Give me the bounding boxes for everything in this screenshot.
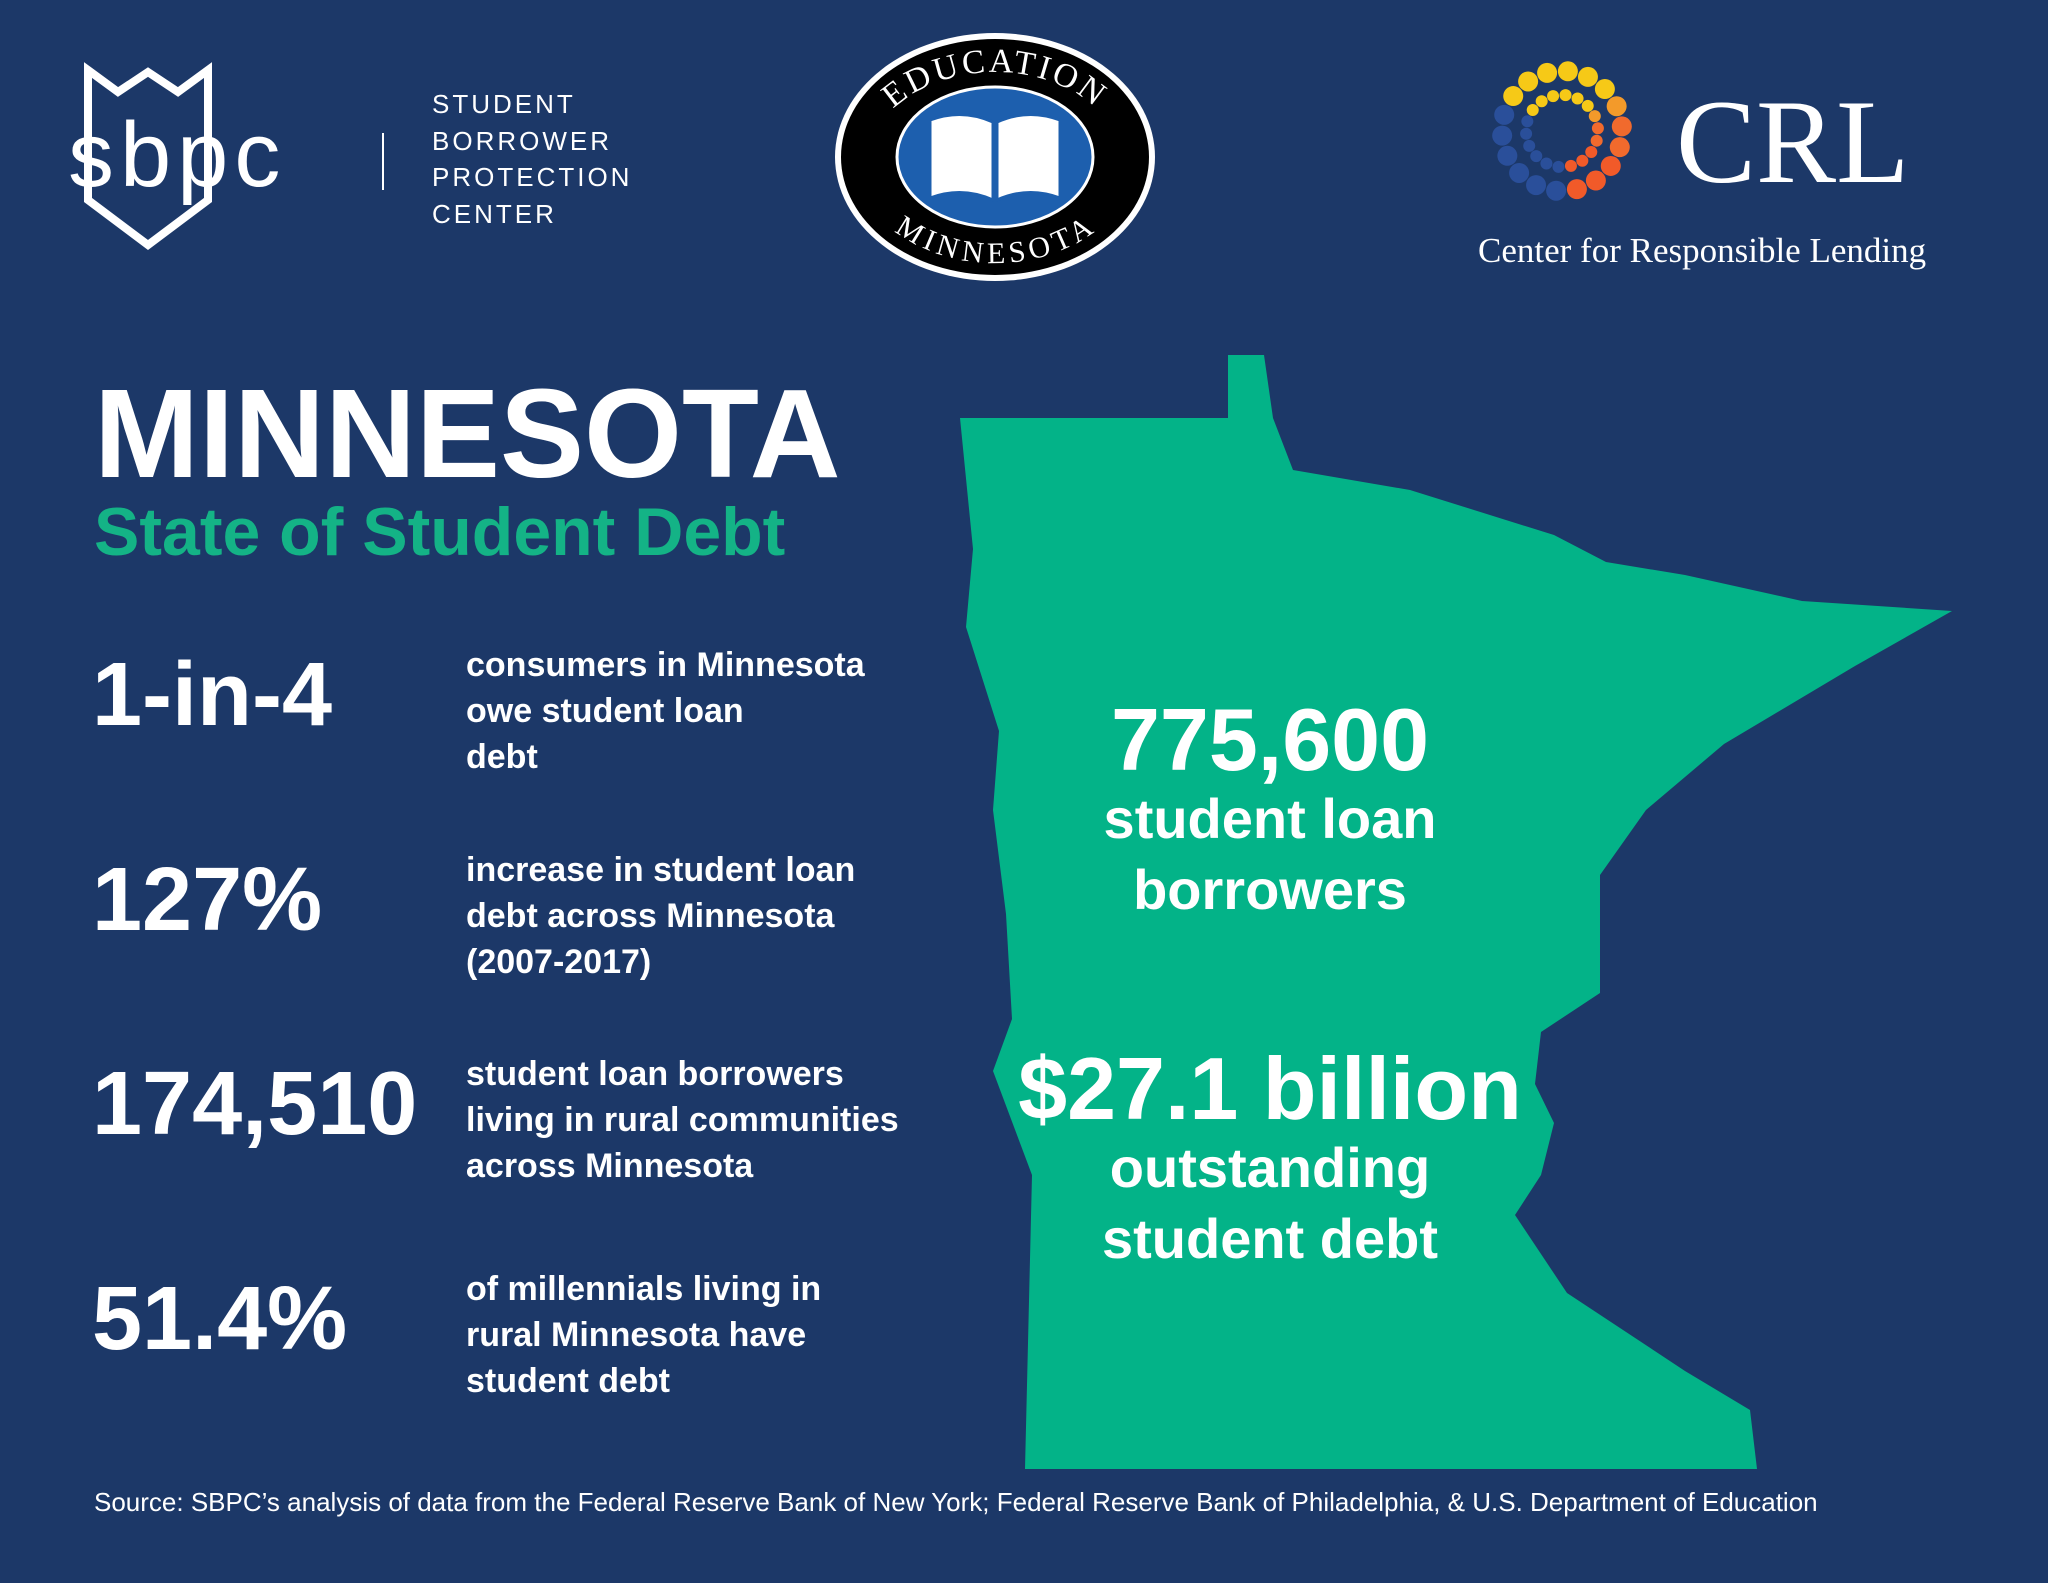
stat-description: living in rural communities bbox=[466, 1101, 899, 1139]
logo-center bbox=[895, 85, 1095, 229]
crl-dot bbox=[1521, 115, 1534, 128]
stat-description: student loan borrowers bbox=[466, 1055, 844, 1093]
source: Source: SBPC’s analysis of data from the… bbox=[94, 1487, 1818, 1517]
crl-dot bbox=[1523, 139, 1536, 152]
stat-figure: 127% bbox=[92, 850, 322, 950]
stat-description: debt bbox=[466, 738, 538, 776]
crl-dot bbox=[1576, 154, 1589, 167]
crl-dots bbox=[1492, 61, 1632, 201]
map-stat-figure: 775,600 bbox=[1111, 690, 1429, 789]
crl-dot bbox=[1571, 92, 1584, 105]
stat-description: consumers in Minnesota bbox=[466, 646, 866, 684]
map-stat-description: student loan bbox=[1104, 787, 1437, 850]
crl-dot bbox=[1546, 180, 1567, 201]
stat-description: student debt bbox=[466, 1362, 670, 1400]
stat-description: debt across Minnesota bbox=[466, 897, 836, 935]
stat-description: across Minnesota bbox=[466, 1147, 754, 1185]
stat-figure: 174,510 bbox=[92, 1054, 417, 1154]
stats: 1-in-4 consumers in Minnesota owe student … bbox=[92, 645, 899, 1400]
crl-dot bbox=[1537, 62, 1558, 83]
sbpc-name-line: PROTECTION bbox=[432, 162, 632, 192]
crl-dot bbox=[1590, 134, 1603, 147]
book-icon bbox=[928, 112, 1062, 203]
crl-dot bbox=[1509, 162, 1530, 183]
crl-dot bbox=[1591, 122, 1604, 135]
crl-dot bbox=[1564, 159, 1577, 172]
stat-description: rural Minnesota have bbox=[466, 1316, 806, 1354]
crl-dot bbox=[1585, 145, 1598, 158]
crl-dot bbox=[1609, 137, 1630, 158]
crl-dot bbox=[1547, 90, 1560, 103]
crl-dot bbox=[1492, 125, 1513, 146]
map-stat-description: student debt bbox=[1102, 1207, 1438, 1270]
crl-dot bbox=[1611, 116, 1632, 137]
sbpc-logo: sbpc STUDENT BORROWER PROTECTION CENTER bbox=[68, 62, 632, 250]
crl-dot bbox=[1552, 160, 1565, 173]
crl-dot bbox=[1606, 96, 1627, 117]
crl-dot bbox=[1540, 157, 1553, 170]
crl-dot bbox=[1530, 150, 1543, 163]
map-stat-figure: $27.1 billion bbox=[1018, 1039, 1522, 1138]
crl-dot bbox=[1559, 89, 1572, 102]
crl-mark: CRL bbox=[1676, 75, 1909, 208]
stat-description: owe student loan bbox=[466, 692, 744, 730]
crl-logo: CRL Center for Responsible Lending bbox=[1478, 61, 1926, 270]
education-logo: EDUCATION MINNESOTA bbox=[835, 33, 1155, 281]
crl-dot bbox=[1503, 86, 1524, 107]
stat-description: increase in student loan bbox=[466, 851, 855, 889]
stat-description: of millennials living in bbox=[466, 1270, 821, 1308]
crl-dot bbox=[1557, 61, 1578, 82]
sbpc-name-line: BORROWER bbox=[432, 126, 612, 156]
crl-dot bbox=[1577, 66, 1598, 87]
crl-dot bbox=[1594, 79, 1615, 100]
crl-dot bbox=[1497, 145, 1518, 166]
minnesota-map bbox=[960, 355, 1952, 1469]
crl-dot bbox=[1566, 179, 1587, 200]
crl-dot bbox=[1581, 99, 1594, 112]
crl-dot bbox=[1588, 110, 1601, 123]
crl-dot bbox=[1526, 104, 1539, 117]
crl-dot bbox=[1535, 95, 1548, 108]
sbpc-mark: sbpc bbox=[68, 104, 286, 206]
map-stat-description: outstanding bbox=[1110, 1136, 1430, 1199]
map-stat-description: borrowers bbox=[1133, 858, 1407, 921]
sbpc-name-line: STUDENT bbox=[432, 89, 576, 119]
crl-name: Center for Responsible Lending bbox=[1478, 231, 1926, 270]
stat-description: (2007-2017) bbox=[466, 943, 651, 981]
crl-dot bbox=[1526, 175, 1547, 196]
stat-figure: 51.4% bbox=[92, 1269, 347, 1369]
crl-dot bbox=[1518, 71, 1539, 92]
crl-dot bbox=[1600, 155, 1621, 176]
shield-icon bbox=[84, 62, 212, 250]
stat-figure: 1-in-4 bbox=[92, 645, 332, 745]
crl-dot bbox=[1520, 127, 1533, 140]
crl-dot bbox=[1494, 104, 1515, 125]
crl-dot bbox=[1585, 170, 1606, 191]
subtitle: State of Student Debt bbox=[94, 494, 785, 570]
sbpc-name-line: CENTER bbox=[432, 199, 557, 229]
title: MINNESOTA bbox=[94, 363, 841, 504]
